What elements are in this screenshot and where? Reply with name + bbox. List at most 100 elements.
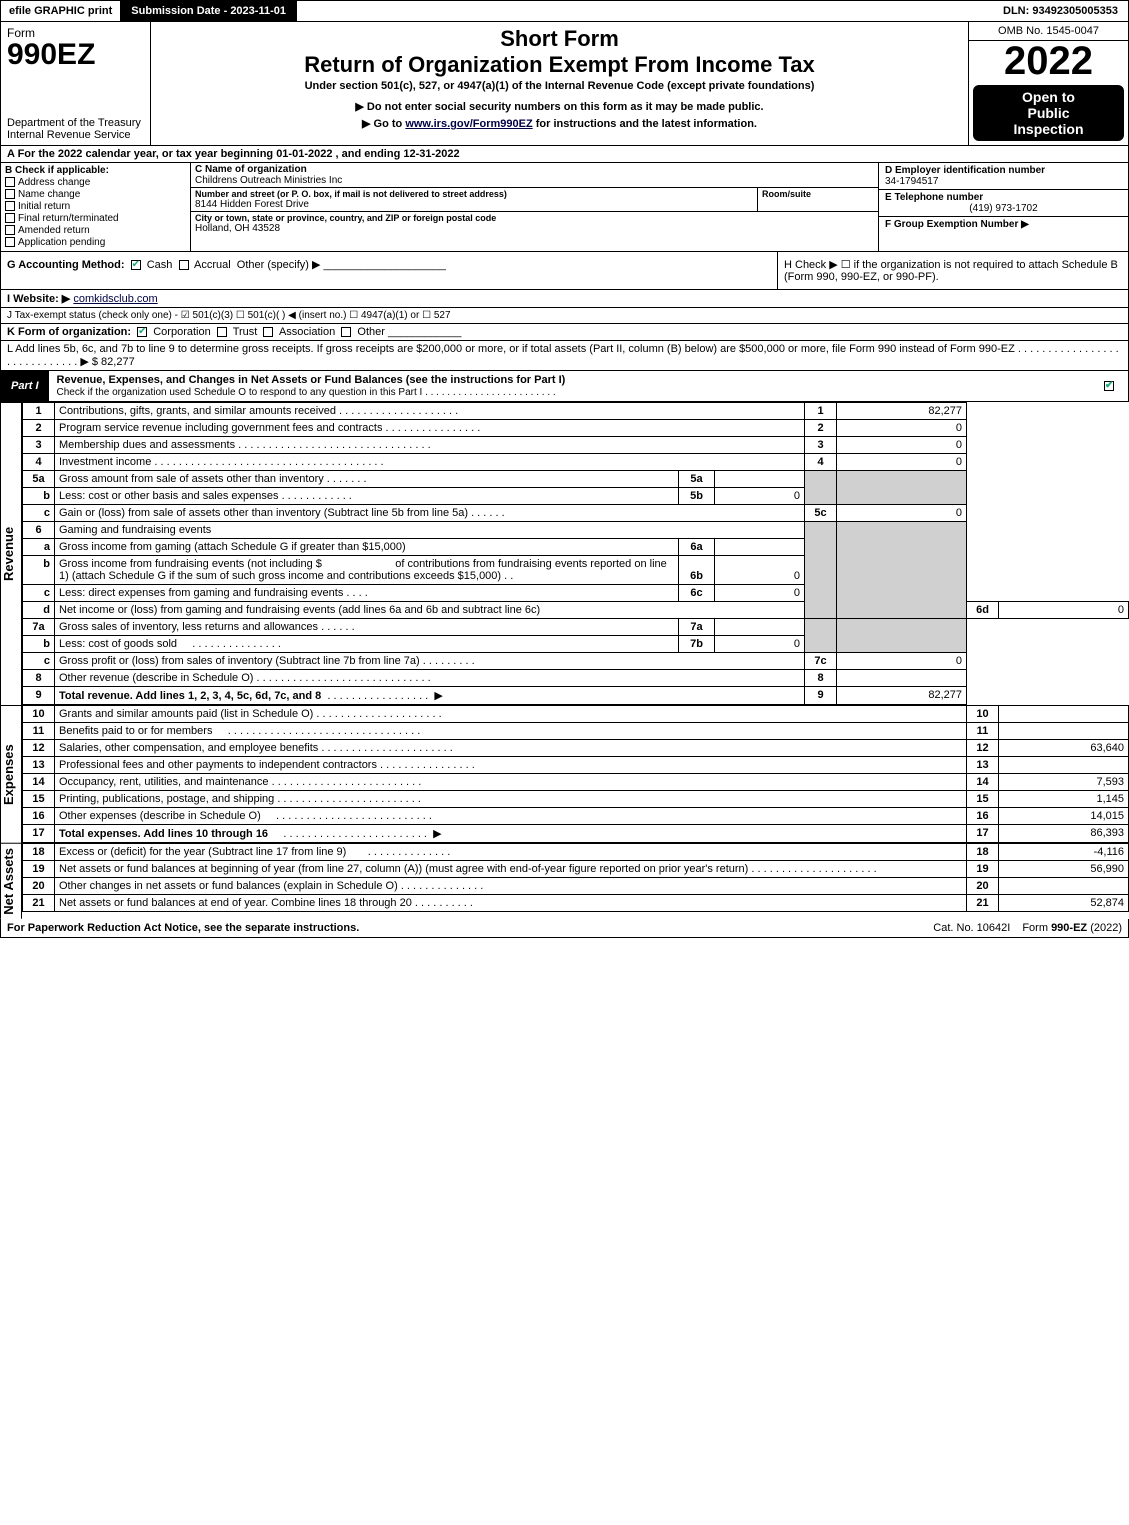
- line-4-desc: Investment income: [59, 456, 151, 468]
- line-9-amt: 82,277: [837, 687, 967, 705]
- line-21: 21Net assets or fund balances at end of …: [23, 895, 1129, 912]
- city-state-zip: Holland, OH 43528: [195, 223, 874, 234]
- line-18-desc: Excess or (deficit) for the year (Subtra…: [59, 846, 346, 858]
- line-k: K Form of organization: Corporation Trus…: [0, 324, 1129, 341]
- line-15-desc: Printing, publications, postage, and shi…: [59, 793, 274, 805]
- org-name-row: C Name of organization Childrens Outreac…: [191, 163, 878, 188]
- line-19: 19Net assets or fund balances at beginni…: [23, 861, 1129, 878]
- instr-goto-pre: ▶ Go to: [362, 118, 405, 130]
- line-7b-subamt: 0: [715, 636, 805, 653]
- line-12: 12Salaries, other compensation, and empl…: [23, 740, 1129, 757]
- line-6d-amt: 0: [999, 602, 1129, 619]
- street-address: 8144 Hidden Forest Drive: [195, 199, 753, 210]
- line-g-label: G Accounting Method:: [7, 259, 125, 271]
- line-14-desc: Occupancy, rent, utilities, and maintena…: [59, 776, 269, 788]
- check-cash[interactable]: [131, 260, 141, 270]
- check-name-change[interactable]: Name change: [5, 189, 186, 200]
- check-label: Address change: [18, 177, 90, 188]
- line-5c-amt: 0: [837, 505, 967, 522]
- line-5a-desc: Gross amount from sale of assets other t…: [59, 473, 324, 485]
- revenue-table: 1Contributions, gifts, grants, and simil…: [22, 402, 1129, 705]
- efile-print-button[interactable]: efile GRAPHIC print: [1, 1, 121, 21]
- line-6: 6Gaming and fundraising events: [23, 522, 1129, 539]
- address-row: Number and street (or P. O. box, if mail…: [191, 188, 878, 212]
- netassets-side-label: Net Assets: [0, 843, 22, 919]
- line-8-amt: [837, 670, 967, 687]
- line-4: 4Investment income . . . . . . . . . . .…: [23, 454, 1129, 471]
- check-final-return[interactable]: Final return/terminated: [5, 213, 186, 224]
- check-label: Amended return: [18, 225, 90, 236]
- website-link[interactable]: comkidsclub.com: [73, 293, 157, 305]
- opt-cash: Cash: [147, 259, 173, 271]
- line-6d-desc: Net income or (loss) from gaming and fun…: [55, 602, 805, 619]
- line-12-col: 12: [967, 740, 999, 757]
- line-19-col: 19: [967, 861, 999, 878]
- line-l: L Add lines 5b, 6c, and 7b to line 9 to …: [0, 341, 1129, 371]
- line-19-amt: 56,990: [999, 861, 1129, 878]
- check-initial-return[interactable]: Initial return: [5, 201, 186, 212]
- page-footer: For Paperwork Reduction Act Notice, see …: [0, 919, 1129, 938]
- line-3-col: 3: [805, 437, 837, 454]
- line-a: A For the 2022 calendar year, or tax yea…: [0, 146, 1129, 163]
- line-6b-subamt: 0: [715, 556, 805, 585]
- opt-assoc: Association: [279, 326, 335, 338]
- revenue-section: Revenue 1Contributions, gifts, grants, a…: [0, 402, 1129, 705]
- line-16-amt: 14,015: [999, 808, 1129, 825]
- line-15-amt: 1,145: [999, 791, 1129, 808]
- check-other-org[interactable]: [341, 327, 351, 337]
- line-6c-subamt: 0: [715, 585, 805, 602]
- department: Department of the Treasury Internal Reve…: [7, 117, 144, 141]
- line-10: 10Grants and similar amounts paid (list …: [23, 706, 1129, 723]
- short-form-label: Short Form: [500, 26, 619, 52]
- footer-left: For Paperwork Reduction Act Notice, see …: [1, 919, 927, 937]
- line-7a-desc: Gross sales of inventory, less returns a…: [59, 621, 318, 633]
- check-amended-return[interactable]: Amended return: [5, 225, 186, 236]
- expenses-table: 10Grants and similar amounts paid (list …: [22, 705, 1129, 843]
- form-title: Return of Organization Exempt From Incom…: [304, 52, 815, 78]
- city-label: City or town, state or province, country…: [195, 213, 874, 223]
- line-13-amt: [999, 757, 1129, 774]
- check-label: Final return/terminated: [18, 213, 119, 224]
- part-i-header: Part I Revenue, Expenses, and Changes in…: [0, 371, 1129, 402]
- line-5b-sub: 5b: [679, 488, 715, 505]
- line-1-col: 1: [805, 403, 837, 420]
- line-3: 3Membership dues and assessments . . . .…: [23, 437, 1129, 454]
- line-7c-desc: Gross profit or (loss) from sales of inv…: [59, 655, 420, 667]
- check-application-pending[interactable]: Application pending: [5, 237, 186, 248]
- line-13-col: 13: [967, 757, 999, 774]
- submission-date: Submission Date - 2023-11-01: [121, 1, 297, 21]
- header-right: OMB No. 1545-0047 2022 Open to Public In…: [968, 22, 1128, 145]
- irs-link[interactable]: www.irs.gov/Form990EZ: [405, 118, 532, 130]
- city-row: City or town, state or province, country…: [191, 212, 878, 251]
- line-7c: cGross profit or (loss) from sales of in…: [23, 653, 1129, 670]
- netassets-section: Net Assets 18Excess or (deficit) for the…: [0, 843, 1129, 919]
- ein-value: 34-1794517: [885, 176, 1122, 187]
- line-l-amount: 82,277: [101, 356, 135, 368]
- line-20-amt: [999, 878, 1129, 895]
- check-accrual[interactable]: [179, 260, 189, 270]
- check-corporation[interactable]: [137, 327, 147, 337]
- line-11-amt: [999, 723, 1129, 740]
- line-2: 2Program service revenue including gover…: [23, 420, 1129, 437]
- line-6-desc: Gaming and fundraising events: [55, 522, 805, 539]
- part-i-schedule-o-check[interactable]: [1104, 381, 1114, 391]
- address-label: Number and street (or P. O. box, if mail…: [195, 189, 753, 199]
- check-association[interactable]: [263, 327, 273, 337]
- line-5b-desc: Less: cost or other basis and sales expe…: [59, 490, 279, 502]
- part-i-check-text: Check if the organization used Schedule …: [57, 387, 556, 398]
- opt-other: Other (specify) ▶: [237, 259, 321, 271]
- line-6a-subamt: [715, 539, 805, 556]
- header-center: Short Form Return of Organization Exempt…: [151, 22, 968, 145]
- section-b: B Check if applicable: Address change Na…: [1, 163, 191, 251]
- line-14-amt: 7,593: [999, 774, 1129, 791]
- line-17: 17Total expenses. Add lines 10 through 1…: [23, 825, 1129, 843]
- telephone-label: E Telephone number: [885, 192, 1122, 203]
- ein-row: D Employer identification number 34-1794…: [879, 163, 1128, 190]
- line-10-col: 10: [967, 706, 999, 723]
- line-13: 13Professional fees and other payments t…: [23, 757, 1129, 774]
- line-7c-amt: 0: [837, 653, 967, 670]
- check-trust[interactable]: [217, 327, 227, 337]
- telephone-row: E Telephone number (419) 973-1702: [879, 190, 1128, 217]
- check-address-change[interactable]: Address change: [5, 177, 186, 188]
- line-6b-pre: Gross income from fundraising events (no…: [59, 558, 322, 570]
